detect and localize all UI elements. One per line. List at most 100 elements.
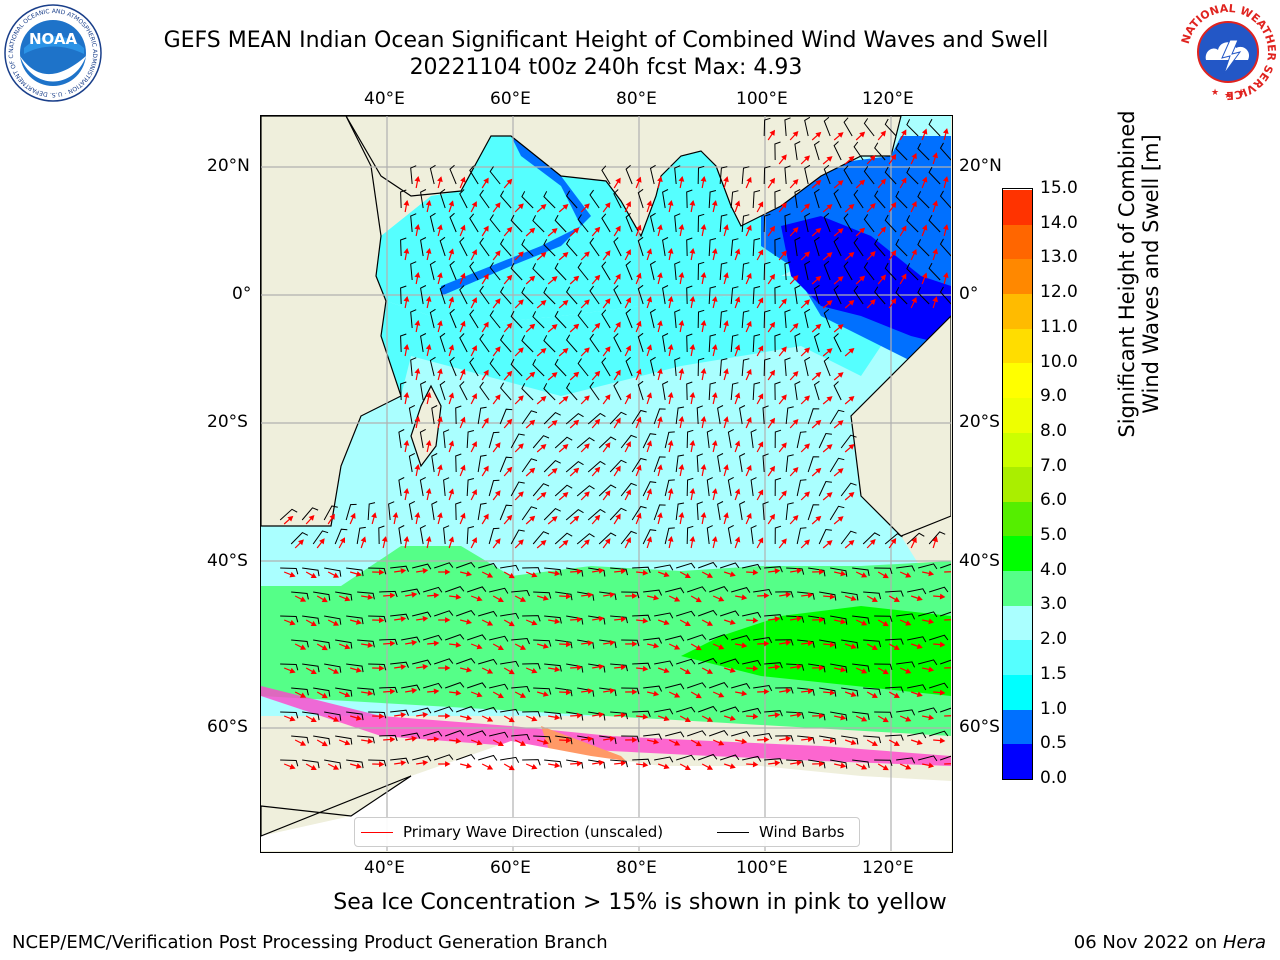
wave-arrow-head <box>667 439 674 446</box>
wind-barb <box>532 531 550 545</box>
wind-barb <box>489 166 501 185</box>
wind-barb <box>455 405 462 425</box>
wave-arrow-head <box>769 417 776 424</box>
wave-arrow-head <box>310 620 317 626</box>
wave-arrow-head <box>706 572 714 578</box>
wind-barb <box>479 381 490 401</box>
wave-arrow-head <box>928 714 935 721</box>
wave-arrow-head <box>604 394 611 401</box>
wave-arrow-head <box>826 396 833 402</box>
wind-barb <box>885 686 904 693</box>
wind-barb <box>566 615 584 625</box>
colorbar-tick-label: 14.0 <box>1040 212 1078 233</box>
wave-arrow-head <box>711 200 718 206</box>
wind-barb <box>335 591 353 601</box>
wave-arrow-head <box>483 513 489 520</box>
wind-barb <box>313 639 331 649</box>
wave-arrow-head <box>448 488 455 495</box>
wind-barb <box>675 406 685 425</box>
wind-barb <box>478 658 498 665</box>
wind-barb <box>565 286 578 305</box>
wind-barb <box>401 732 421 739</box>
wave-arrow-head <box>882 572 889 579</box>
lon-label-bottom-80e: 80°E <box>616 858 657 878</box>
wind-barb <box>543 239 556 257</box>
wind-barb <box>907 732 927 739</box>
wind-barb <box>469 309 479 329</box>
wave-arrow-head <box>890 201 897 209</box>
wave-arrow-head <box>792 226 799 233</box>
wave-arrow-head <box>718 644 725 650</box>
wave-arrow-head <box>653 738 660 745</box>
wind-barb <box>521 410 538 425</box>
wind-barb <box>367 502 376 521</box>
wind-barb <box>830 615 848 625</box>
wave-arrow-head <box>466 570 473 577</box>
wave-arrow-head <box>300 596 307 602</box>
wind-barb <box>895 238 908 257</box>
wind-barb <box>532 311 545 329</box>
wind-barb <box>939 142 952 161</box>
wave-arrow-head <box>573 227 580 234</box>
wind-barb <box>774 285 781 305</box>
wave-arrow-head <box>734 440 741 447</box>
wind-barb <box>313 735 331 745</box>
wave-arrow-head <box>757 393 764 400</box>
wave-arrow-head <box>615 369 621 376</box>
wind-barb <box>455 453 462 473</box>
wave-arrow-head <box>594 466 601 473</box>
wind-barb <box>720 658 740 665</box>
wave-arrow-head <box>620 712 627 719</box>
wave-arrow-head <box>344 595 351 602</box>
wave-arrow-head <box>344 739 351 746</box>
wind-barb <box>625 260 633 281</box>
wind-barb <box>708 586 729 593</box>
wave-arrow-head <box>540 299 547 306</box>
wave-arrow-head <box>483 321 489 328</box>
wind-barb <box>423 730 443 737</box>
wind-barb <box>763 213 771 233</box>
wave-arrow-head <box>837 372 844 378</box>
colorbar-segment <box>1003 570 1032 606</box>
wind-barb <box>346 615 364 625</box>
wave-arrow-head <box>355 619 362 625</box>
wind-barb <box>510 433 525 449</box>
wave-arrow-head <box>815 179 822 186</box>
wave-arrow-head <box>460 176 466 183</box>
wind-barb <box>610 663 628 672</box>
wave-arrow-head <box>893 596 900 602</box>
wave-arrow-head <box>942 128 949 135</box>
wind-barb <box>379 734 398 742</box>
wind-barb <box>324 711 342 721</box>
wind-barb <box>939 286 952 305</box>
wave-arrow-head <box>905 572 912 578</box>
wave-arrow-head <box>487 572 494 578</box>
wave-arrow-head <box>880 274 887 281</box>
wave-arrow-head <box>425 247 432 254</box>
wind-barb <box>774 381 781 401</box>
wind-barb <box>554 436 573 449</box>
wind-barb <box>649 308 656 329</box>
wave-arrow-head <box>792 274 799 281</box>
wind-barb <box>687 682 707 689</box>
wave-arrow-head <box>807 688 814 695</box>
wind-barb <box>741 310 750 329</box>
wave-arrow-head <box>625 489 631 496</box>
wind-barb <box>511 685 530 693</box>
wave-arrow-head <box>615 273 621 280</box>
wind-barb <box>764 614 783 621</box>
wind-barb <box>637 236 644 257</box>
wave-arrow-head <box>625 249 631 256</box>
wind-barb <box>346 663 364 673</box>
colorbar-segment <box>1003 743 1032 779</box>
wave-arrow-head <box>625 201 631 208</box>
wind-barb <box>613 381 622 401</box>
wind-barb <box>742 611 762 618</box>
lon-label-bottom-120e: 120°E <box>862 858 914 878</box>
noaa-logo-text: NOAA <box>29 30 78 48</box>
lon-label-top-60e: 60°E <box>490 89 531 109</box>
wave-arrow-head <box>333 764 340 770</box>
wave-arrow-head <box>587 688 594 694</box>
wave-arrow-head <box>792 418 799 425</box>
wave-arrow-head <box>911 152 917 160</box>
